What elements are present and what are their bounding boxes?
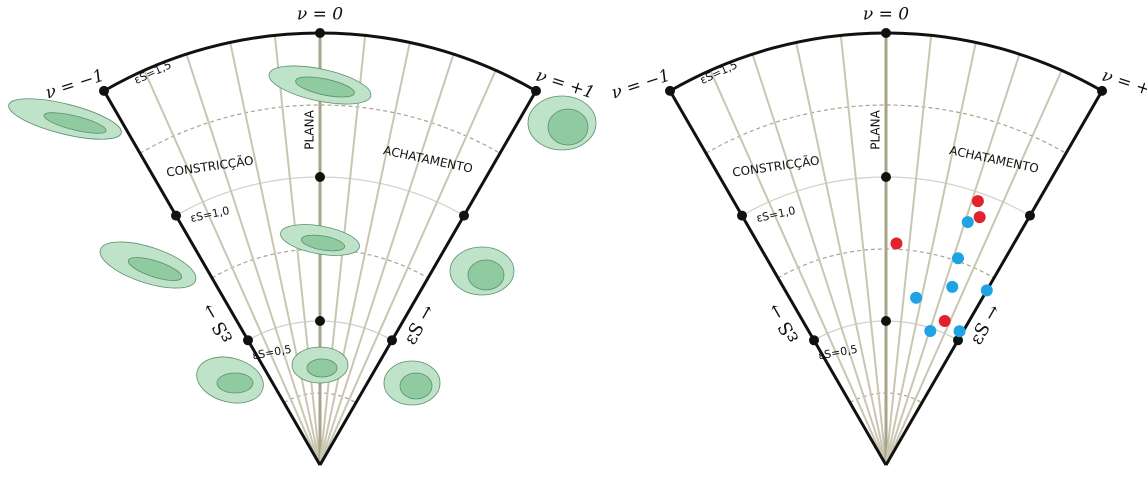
data-point <box>953 325 966 338</box>
node <box>881 28 891 38</box>
nu-right: ν = +1 <box>1099 66 1147 104</box>
node <box>1097 85 1107 96</box>
grid <box>705 33 1067 466</box>
radial-line <box>795 42 887 466</box>
axis-left: εS → <box>198 300 237 347</box>
nu-left: ν = −1 <box>609 66 673 104</box>
radial-line <box>885 42 977 466</box>
node <box>881 316 891 326</box>
radial-line <box>229 42 321 466</box>
radial-line <box>839 35 887 466</box>
radial-line <box>319 69 497 466</box>
radial-line <box>319 42 411 466</box>
node <box>531 85 541 96</box>
radial-line <box>185 53 321 466</box>
panel: ν = 0ν = −1 ν = +1εS=1,5εS=1,0εS=0,5CONST… <box>609 5 1147 466</box>
node <box>315 316 325 326</box>
radial-line <box>319 53 455 466</box>
node <box>99 85 109 96</box>
radial-line <box>273 35 321 466</box>
nu-center: ν = 0 <box>297 5 343 25</box>
grid <box>139 33 501 466</box>
data-point <box>973 211 986 224</box>
data-point <box>946 280 959 293</box>
node <box>665 85 675 96</box>
radial-line <box>885 35 933 466</box>
data-point <box>951 252 964 265</box>
node <box>171 210 181 221</box>
zone-center: PLANA <box>303 109 317 149</box>
es-10: εS=1,0 <box>189 204 230 225</box>
data-point <box>980 284 993 297</box>
axis-right: εS → <box>400 301 439 348</box>
node <box>881 172 891 182</box>
axis-right: εS → <box>966 301 1005 348</box>
nu-center: ν = 0 <box>863 5 909 25</box>
zone-center: PLANA <box>869 109 883 149</box>
data-point <box>890 237 903 250</box>
node <box>243 335 253 346</box>
node <box>315 28 325 38</box>
node <box>1025 210 1035 221</box>
node <box>459 210 469 221</box>
node <box>387 335 397 346</box>
edge <box>884 90 1104 466</box>
radial-line <box>143 69 321 466</box>
es-15: εS=1,5 <box>698 58 739 87</box>
zone-left: CONSTRICÇÃO <box>731 152 820 179</box>
es-10: εS=1,0 <box>755 204 796 225</box>
ellipsoid-illustrations <box>8 65 597 406</box>
data-point <box>961 216 974 229</box>
radial-line <box>709 69 887 466</box>
node <box>953 335 963 346</box>
data-point <box>924 325 937 338</box>
edge <box>318 90 538 466</box>
edge <box>668 90 888 466</box>
zone-left: CONSTRICÇÃO <box>165 152 254 179</box>
node <box>809 335 819 346</box>
axis-left: εS → <box>764 300 803 347</box>
radial-line <box>885 69 1063 466</box>
node <box>315 172 325 182</box>
node <box>737 210 747 221</box>
nu-left: ν = −1 <box>43 66 107 104</box>
data-point <box>971 195 984 208</box>
edge <box>102 90 322 466</box>
dashed-arc <box>139 104 501 154</box>
panel: ν = 0ν = −1 ν = +1εS=1,5εS=1,0εS=0,5CONST… <box>8 5 597 466</box>
data-point <box>938 315 951 328</box>
data-point <box>910 291 923 304</box>
radial-line <box>751 53 887 466</box>
dashed-arc <box>705 104 1067 154</box>
es-15: εS=1,5 <box>132 58 173 87</box>
